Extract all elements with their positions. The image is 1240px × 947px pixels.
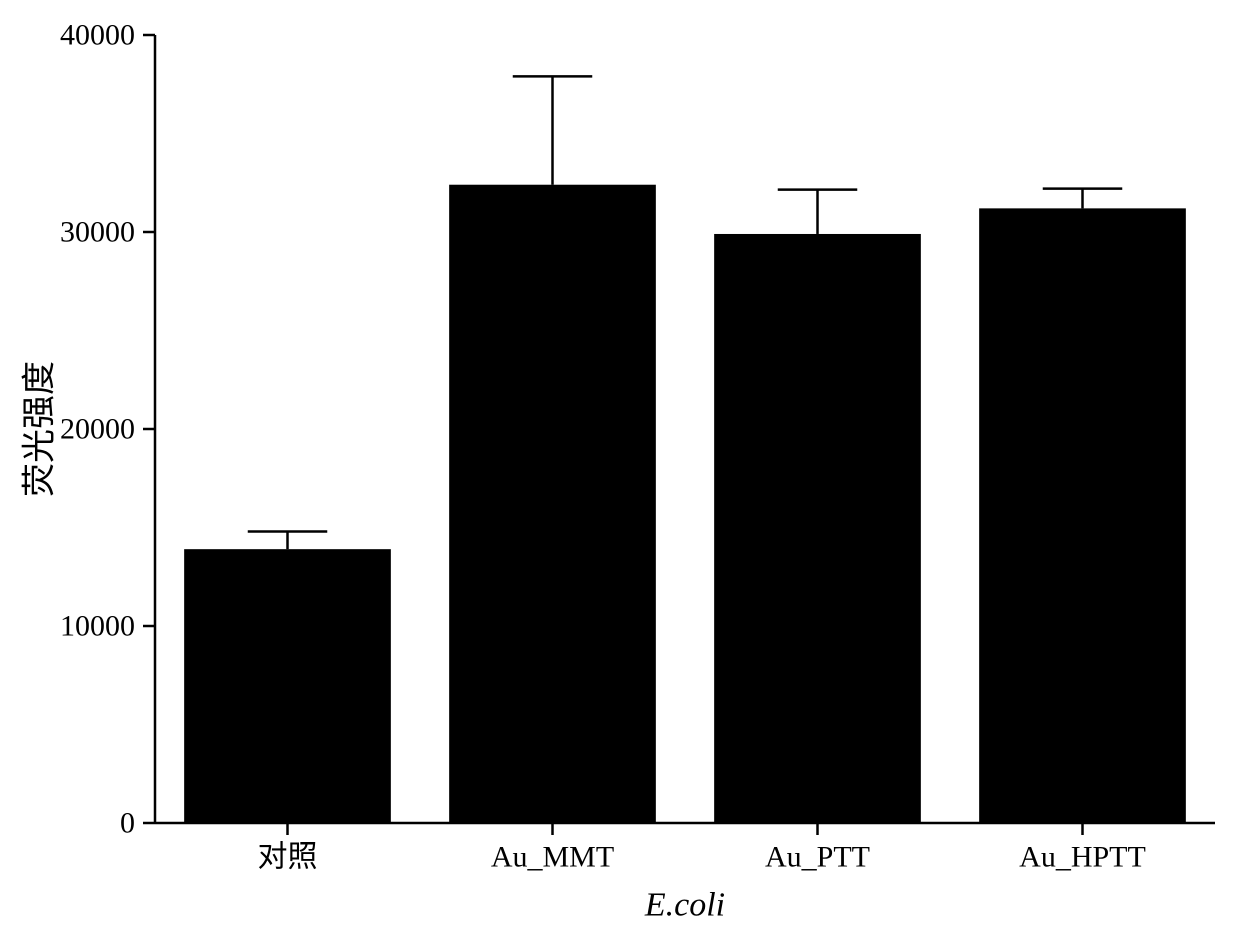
bar <box>449 185 656 823</box>
x-tick-label: 对照 <box>258 841 318 874</box>
x-tick-label: Au_PTT <box>765 841 870 874</box>
y-axis-label: 荧光强度 <box>21 361 59 497</box>
x-tick-label: Au_MMT <box>491 841 614 874</box>
y-tick-label: 0 <box>120 807 135 840</box>
y-tick-label: 20000 <box>60 413 135 446</box>
x-tick-label: Au_HPTT <box>1019 841 1146 874</box>
bar-chart: 0 10000 20000 30000 40000 荧光强度对照 Au_MMT Au_PTT A… <box>0 0 1240 947</box>
y-tick-label: 30000 <box>60 216 135 249</box>
bar <box>184 549 391 823</box>
bar <box>979 208 1186 823</box>
x-axis-label: E.coli <box>644 887 725 924</box>
y-tick-label: 40000 <box>60 19 135 52</box>
chart-svg: 0 10000 20000 30000 40000 荧光强度对照 Au_MMT Au_PTT A… <box>0 0 1240 947</box>
y-tick-label: 10000 <box>60 610 135 643</box>
bar <box>714 234 921 823</box>
